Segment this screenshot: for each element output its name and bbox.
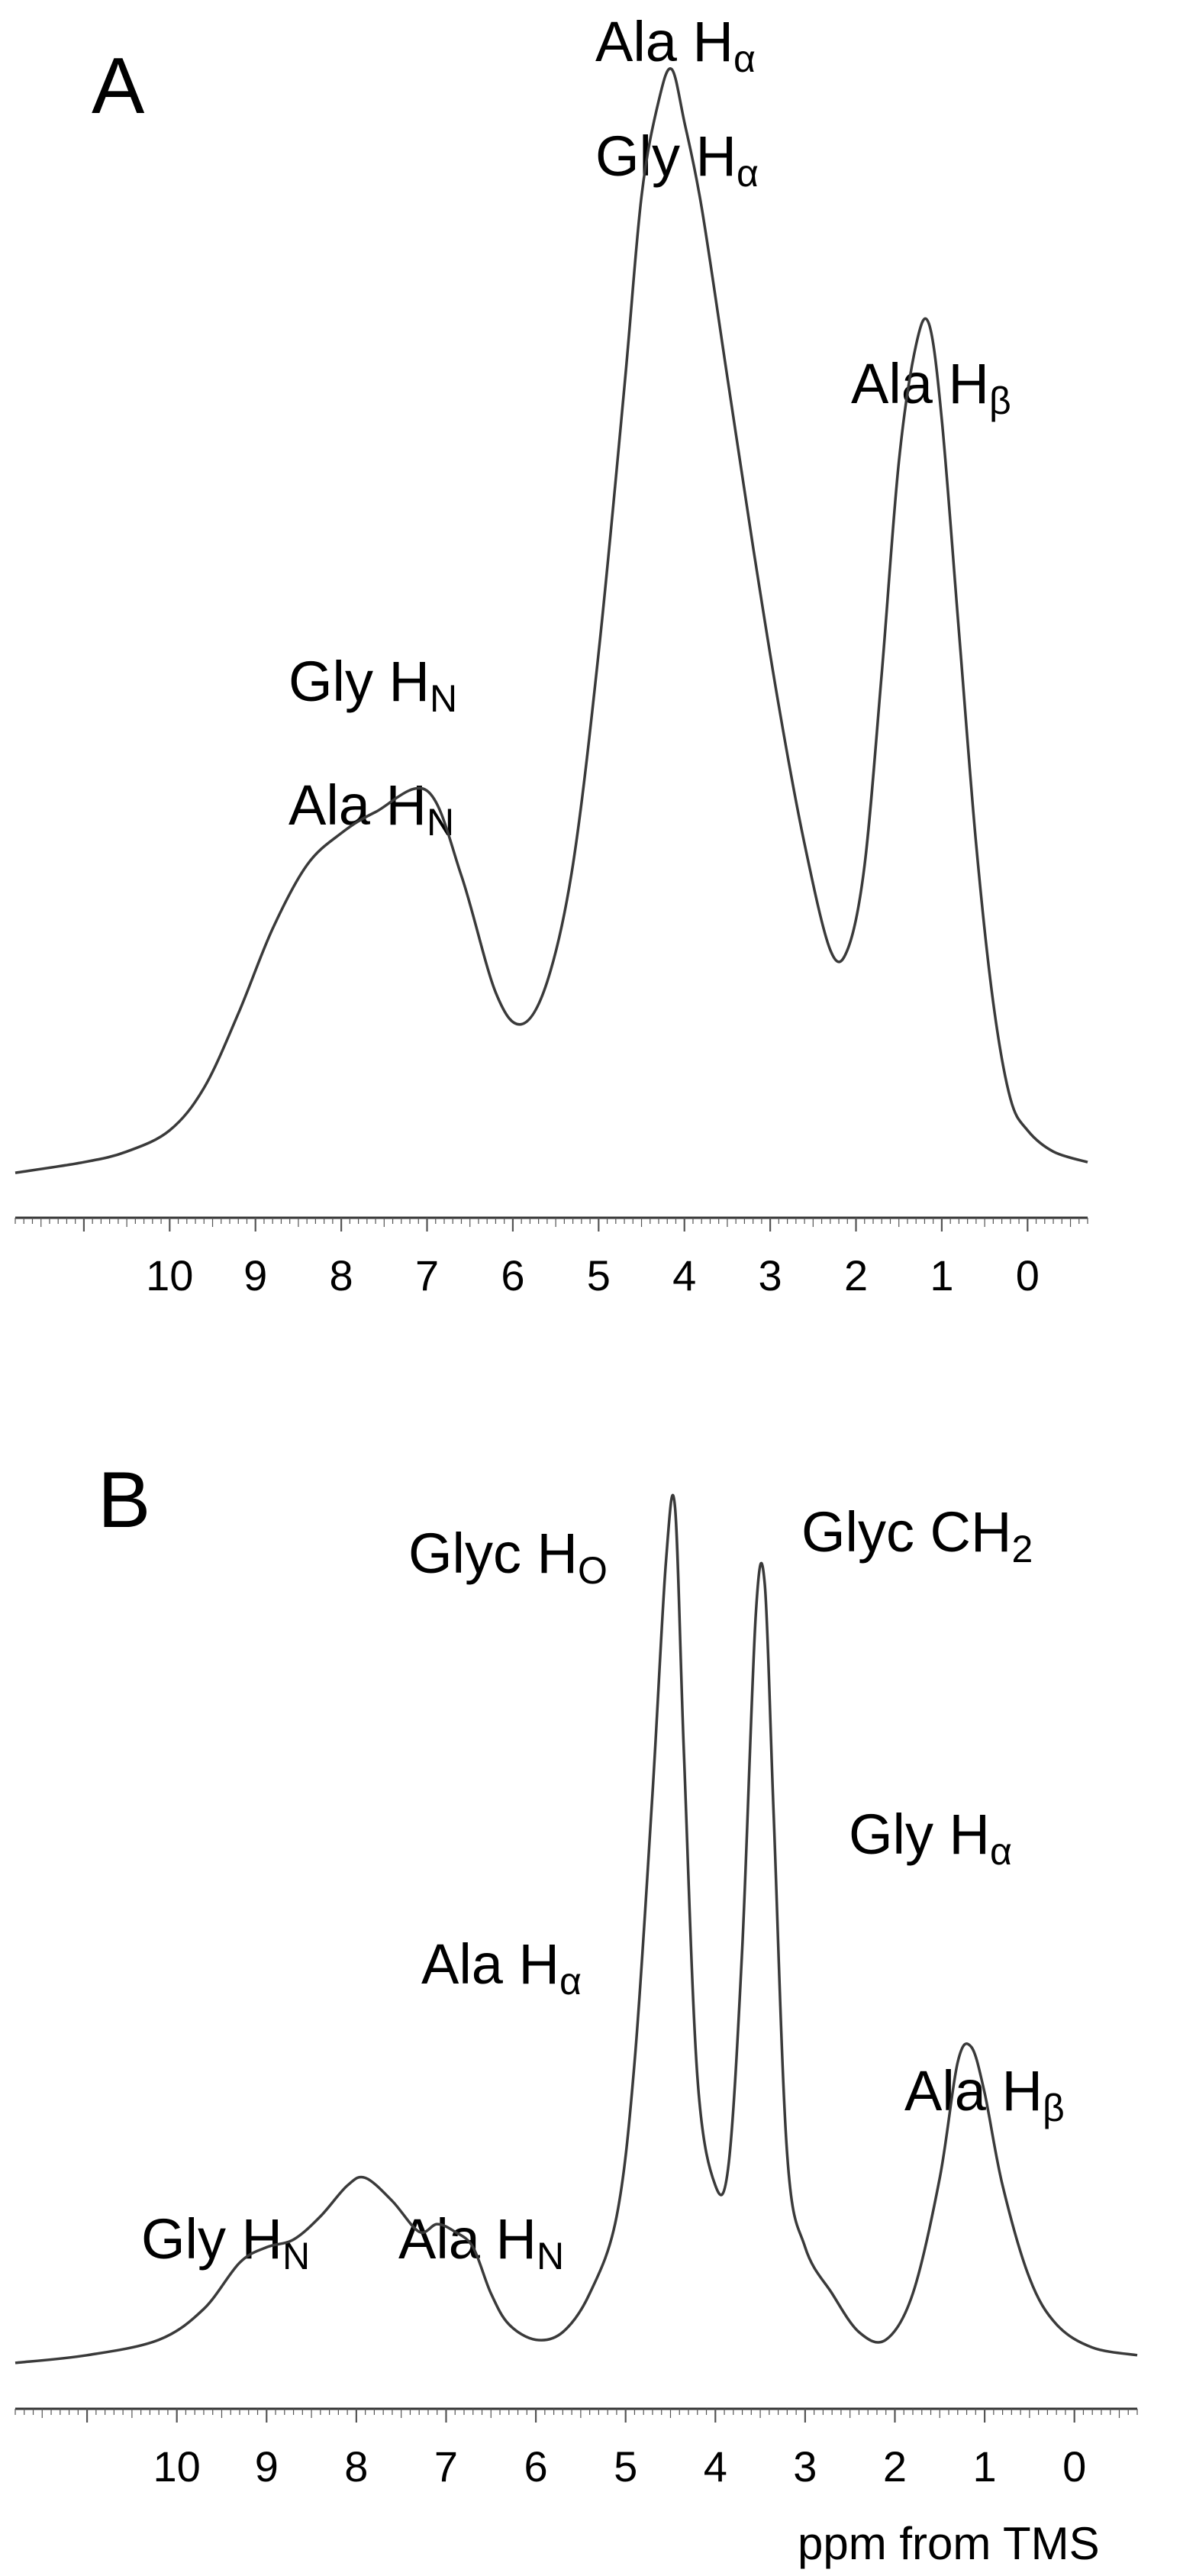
panel-b: B Glyc HO Glyc CH2 Gly Hα Ala Hα Ala Hβ … xyxy=(0,1420,1196,2576)
tick-label: 4 xyxy=(704,2442,727,2490)
tick-label: 4 xyxy=(672,1251,696,1299)
spectrum-line-b xyxy=(15,1493,1138,2365)
x-axis-a: 10 9 8 7 6 5 4 3 2 1 0 xyxy=(15,1216,1088,1299)
tick-label: 10 xyxy=(153,2442,201,2490)
annotation-ala-h-beta-a: Ala Hβ xyxy=(851,352,1011,422)
tick-label: 6 xyxy=(524,2442,548,2490)
tick-label: 7 xyxy=(415,1251,439,1299)
annotation-ala-h-alpha-b: Ala Hα xyxy=(421,1932,582,2003)
annotation-gly-h-alpha-b: Gly Hα xyxy=(849,1803,1012,1873)
annotation-ala-h-beta-b: Ala Hβ xyxy=(904,2059,1065,2129)
tick-label: 8 xyxy=(344,2442,368,2490)
tick-label: 2 xyxy=(844,1251,868,1299)
tick-label: 5 xyxy=(614,2442,637,2490)
tick-label: 5 xyxy=(587,1251,611,1299)
annotation-glyc-ch2: Glyc CH2 xyxy=(801,1500,1033,1570)
tick-label: 3 xyxy=(759,1251,782,1299)
annotation-gly-h-n-a: Gly HN xyxy=(289,650,457,720)
tick-label: 6 xyxy=(501,1251,524,1299)
panel-a-letter: A xyxy=(92,42,145,131)
annotation-gly-h-n-b: Gly HN xyxy=(141,2207,310,2277)
tick-label: 8 xyxy=(330,1251,353,1299)
tick-label: 9 xyxy=(243,1251,267,1299)
panel-b-letter: B xyxy=(98,1456,150,1545)
panel-a-chart: A Ala Hα Gly Hα Ala Hβ Gly HN Ala HN 10 9… xyxy=(15,10,1088,1299)
panel-a: A Ala Hα Gly Hα Ala Hβ Gly HN Ala HN 10 9… xyxy=(15,10,1088,1299)
tick-label: 2 xyxy=(883,2442,907,2490)
tick-label: 9 xyxy=(255,2442,279,2490)
annotation-ala-h-alpha-a: Ala Hα xyxy=(595,10,756,80)
annotation-glyc-h-o: Glyc HO xyxy=(408,1522,608,1592)
annotation-ala-h-n-a: Ala HN xyxy=(289,773,454,844)
tick-label: 0 xyxy=(1062,2442,1086,2490)
panel-b-chart: B Glyc HO Glyc CH2 Gly Hα Ala Hα Ala Hβ … xyxy=(15,1456,1138,2569)
tick-label: 1 xyxy=(973,2442,997,2490)
annotation-gly-h-alpha-a: Gly Hα xyxy=(595,124,759,195)
tick-label: 0 xyxy=(1016,1251,1040,1299)
tick-label: 3 xyxy=(793,2442,817,2490)
tick-label: 10 xyxy=(146,1251,193,1299)
spectrum-line-a xyxy=(15,67,1088,1174)
x-axis-title: ppm from TMS xyxy=(798,2518,1100,2569)
tick-label: 7 xyxy=(434,2442,458,2490)
tick-label: 1 xyxy=(930,1251,953,1299)
x-axis-b: 10 9 8 7 6 5 4 3 2 1 0 xyxy=(15,2407,1138,2490)
